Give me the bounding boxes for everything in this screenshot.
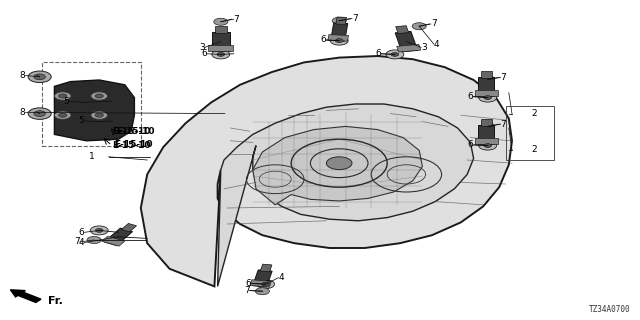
Text: E-15-10: E-15-10 bbox=[114, 140, 152, 149]
Bar bbox=[215, 26, 227, 33]
Text: 7: 7 bbox=[74, 237, 80, 246]
Circle shape bbox=[484, 144, 492, 148]
Bar bbox=[102, 236, 125, 246]
Bar bbox=[476, 90, 498, 96]
Bar bbox=[104, 228, 132, 245]
Text: E-15-10: E-15-10 bbox=[112, 127, 150, 136]
Text: 6: 6 bbox=[79, 228, 84, 237]
Circle shape bbox=[412, 23, 426, 30]
Circle shape bbox=[326, 157, 352, 170]
Bar bbox=[331, 23, 348, 41]
Circle shape bbox=[214, 18, 228, 25]
Circle shape bbox=[330, 36, 348, 45]
Text: 6: 6 bbox=[321, 36, 326, 44]
Circle shape bbox=[95, 113, 104, 117]
Bar bbox=[260, 264, 272, 272]
Bar bbox=[481, 71, 492, 78]
Text: 7: 7 bbox=[431, 20, 436, 28]
FancyArrow shape bbox=[10, 290, 41, 302]
Text: 6: 6 bbox=[201, 49, 207, 58]
Circle shape bbox=[257, 280, 275, 289]
Bar bbox=[336, 17, 346, 24]
Circle shape bbox=[90, 226, 108, 235]
Circle shape bbox=[386, 50, 404, 59]
Text: 6: 6 bbox=[468, 140, 474, 149]
Text: 6: 6 bbox=[468, 92, 474, 101]
Text: 4: 4 bbox=[278, 273, 284, 282]
Circle shape bbox=[217, 52, 225, 56]
Polygon shape bbox=[141, 56, 512, 286]
Circle shape bbox=[481, 76, 495, 83]
Circle shape bbox=[34, 111, 45, 116]
Bar bbox=[250, 280, 271, 287]
Circle shape bbox=[332, 17, 346, 24]
Text: 5: 5 bbox=[79, 116, 84, 125]
Circle shape bbox=[479, 93, 497, 102]
Text: 3: 3 bbox=[421, 43, 427, 52]
Text: 2: 2 bbox=[531, 145, 537, 154]
Bar bbox=[476, 138, 498, 144]
Text: 6: 6 bbox=[246, 279, 252, 288]
Circle shape bbox=[59, 113, 67, 117]
Text: 4: 4 bbox=[79, 238, 84, 247]
Circle shape bbox=[54, 92, 71, 100]
Bar bbox=[212, 32, 230, 51]
Circle shape bbox=[34, 74, 45, 80]
Circle shape bbox=[95, 94, 104, 98]
Text: E-15-10: E-15-10 bbox=[112, 141, 150, 150]
Text: 2: 2 bbox=[531, 109, 537, 118]
Text: 7: 7 bbox=[234, 15, 239, 24]
Circle shape bbox=[391, 52, 399, 56]
Circle shape bbox=[335, 39, 343, 43]
Bar bbox=[328, 35, 349, 41]
Text: 3: 3 bbox=[199, 43, 205, 52]
Text: Fr.: Fr. bbox=[48, 296, 63, 306]
Bar bbox=[42, 62, 141, 146]
Polygon shape bbox=[218, 104, 474, 286]
Circle shape bbox=[91, 111, 108, 119]
Circle shape bbox=[28, 108, 51, 119]
Circle shape bbox=[479, 141, 497, 150]
Text: 7: 7 bbox=[500, 73, 506, 82]
Circle shape bbox=[484, 96, 492, 100]
Polygon shape bbox=[54, 80, 134, 141]
Bar bbox=[481, 119, 492, 126]
Bar bbox=[208, 45, 234, 51]
Circle shape bbox=[95, 228, 103, 232]
Text: TZ34A0700: TZ34A0700 bbox=[589, 305, 630, 314]
Circle shape bbox=[255, 288, 269, 295]
Text: 4: 4 bbox=[434, 40, 440, 49]
Text: 8: 8 bbox=[20, 108, 26, 117]
Circle shape bbox=[212, 50, 230, 59]
Text: 7: 7 bbox=[500, 120, 506, 129]
Text: 1: 1 bbox=[89, 152, 95, 161]
Circle shape bbox=[262, 282, 269, 286]
Bar bbox=[397, 44, 420, 52]
Circle shape bbox=[54, 111, 71, 119]
Bar bbox=[253, 270, 272, 287]
Circle shape bbox=[59, 94, 67, 98]
Text: E-15-10: E-15-10 bbox=[116, 127, 154, 136]
Text: 8: 8 bbox=[20, 71, 26, 80]
Text: 7: 7 bbox=[352, 14, 358, 23]
Circle shape bbox=[28, 71, 51, 83]
Circle shape bbox=[87, 236, 101, 244]
Bar bbox=[395, 31, 418, 52]
Text: 7: 7 bbox=[244, 286, 250, 295]
Text: 5: 5 bbox=[63, 97, 69, 106]
Bar bbox=[479, 77, 495, 96]
Text: 6: 6 bbox=[375, 49, 381, 58]
Bar bbox=[122, 223, 136, 232]
Circle shape bbox=[91, 92, 108, 100]
Circle shape bbox=[481, 123, 495, 130]
Polygon shape bbox=[253, 126, 422, 205]
Bar bbox=[506, 106, 554, 160]
Bar bbox=[396, 26, 409, 34]
Bar bbox=[479, 125, 495, 144]
